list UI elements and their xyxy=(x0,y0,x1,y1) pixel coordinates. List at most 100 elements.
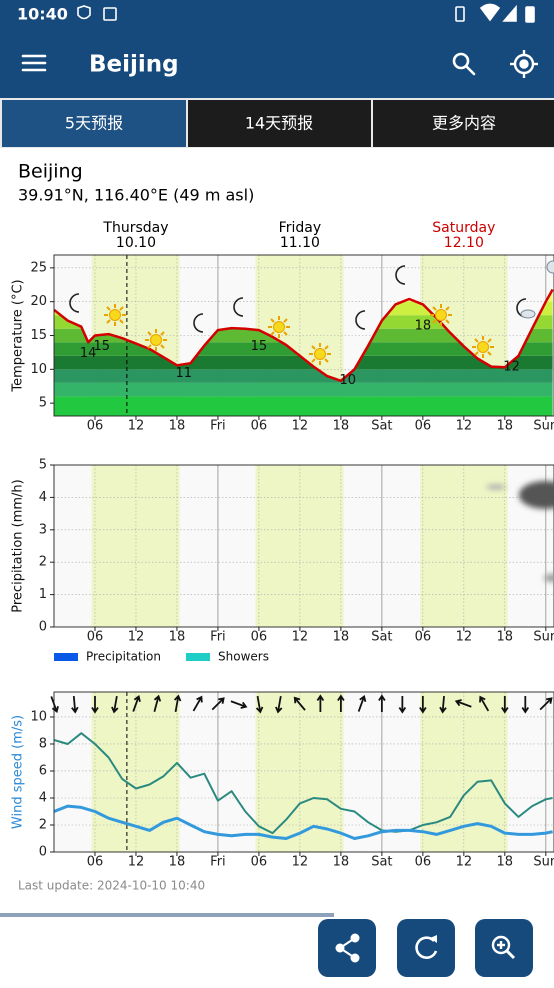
x-tick-label: 12 xyxy=(128,630,145,645)
x-tick-label: 06 xyxy=(87,419,104,434)
temperature-band xyxy=(54,396,554,416)
status-time: 10:40 xyxy=(17,5,68,24)
day-label: Friday xyxy=(279,220,321,236)
x-tick-label: Sun xyxy=(533,419,554,434)
sun-icon xyxy=(268,316,290,338)
y-axis-label: Wind speed (m/s) xyxy=(11,715,26,829)
location-coordinates: 39.91°N, 116.40°E (49 m asl) xyxy=(18,186,254,205)
day-label: Saturday xyxy=(432,220,495,236)
tab-label: 14天预报 xyxy=(245,114,313,133)
daylight-band xyxy=(256,692,344,852)
x-tick-label: 12 xyxy=(456,419,473,434)
y-tick-label: 2 xyxy=(39,555,47,570)
x-tick-label: 06 xyxy=(415,419,432,434)
x-tick-label: Fri xyxy=(210,419,226,434)
scroll-indicator xyxy=(0,913,334,917)
plot-area xyxy=(54,465,554,627)
extreme-label: 15 xyxy=(251,339,268,354)
share-button[interactable] xyxy=(318,919,376,977)
x-tick-label: Fri xyxy=(210,855,226,870)
x-tick-label: 12 xyxy=(292,855,309,870)
location-name: Beijing xyxy=(18,161,83,183)
x-tick-label: 18 xyxy=(169,419,186,434)
legend-swatch xyxy=(54,653,78,661)
x-tick-label: 12 xyxy=(292,419,309,434)
date-label: 10.10 xyxy=(116,235,156,251)
chart: 012345061218Fri061218Sat061218SunPrecipi… xyxy=(11,458,554,664)
sun-icon xyxy=(472,336,494,358)
tab-label: 更多内容 xyxy=(432,114,496,133)
date-label: 12.10 xyxy=(444,235,484,251)
plot-area xyxy=(54,692,554,852)
x-tick-label: 06 xyxy=(251,630,268,645)
cloud-icon xyxy=(521,310,535,318)
x-tick-label: 06 xyxy=(251,855,268,870)
daylight-band xyxy=(256,465,344,627)
x-tick-label: Sat xyxy=(371,630,392,645)
x-tick-label: 18 xyxy=(497,630,514,645)
temperature-band xyxy=(54,369,554,383)
extreme-label: 15 xyxy=(94,339,111,354)
cloud-icon xyxy=(547,261,554,273)
x-tick-label: 18 xyxy=(169,855,186,870)
y-tick-label: 5 xyxy=(39,458,47,473)
sun-icon xyxy=(430,304,452,326)
tab-label: 5天预报 xyxy=(65,114,123,133)
x-tick-label: 12 xyxy=(456,630,473,645)
x-tick-label: Sat xyxy=(371,855,392,870)
extreme-label: 12 xyxy=(503,359,520,374)
refresh-button[interactable] xyxy=(397,919,455,977)
temperature-band xyxy=(54,383,554,397)
plot-area xyxy=(54,255,554,416)
x-tick-label: 18 xyxy=(333,855,350,870)
x-tick-label: 18 xyxy=(169,630,186,645)
y-tick-label: 3 xyxy=(39,522,47,537)
x-tick-label: 06 xyxy=(251,419,268,434)
x-tick-label: 18 xyxy=(333,630,350,645)
legend-label: Precipitation xyxy=(86,650,161,664)
last-update: Last update: 2024-10-10 10:40 xyxy=(18,879,205,893)
x-tick-label: 06 xyxy=(415,855,432,870)
extreme-label: 10 xyxy=(339,373,356,388)
app-title: Beijing xyxy=(89,52,179,78)
extreme-label: 11 xyxy=(176,366,193,381)
y-tick-label: 10 xyxy=(30,709,47,724)
y-axis-label: Precipitation (mm/h) xyxy=(11,479,26,612)
day-label: Thursday xyxy=(102,220,168,236)
sun-icon xyxy=(309,343,331,365)
y-tick-label: 0 xyxy=(39,845,47,860)
x-tick-label: 18 xyxy=(333,419,350,434)
date-label: 11.10 xyxy=(280,235,320,251)
x-tick-label: Fri xyxy=(210,630,226,645)
chart: 0246810061218Fri061218Sat061218SunWind s… xyxy=(11,692,554,870)
y-tick-label: 15 xyxy=(30,328,47,343)
y-axis-label: Temperature (°C) xyxy=(11,279,26,392)
y-tick-label: 6 xyxy=(39,763,47,778)
y-tick-label: 5 xyxy=(39,396,47,411)
x-tick-label: 12 xyxy=(456,855,473,870)
y-tick-label: 20 xyxy=(30,294,47,309)
extreme-label: 18 xyxy=(415,319,432,334)
y-tick-label: 2 xyxy=(39,817,47,832)
x-tick-label: 12 xyxy=(292,630,309,645)
legend-swatch xyxy=(186,653,210,661)
x-tick-label: Sun xyxy=(533,630,554,645)
x-tick-label: 06 xyxy=(415,630,432,645)
y-tick-label: 4 xyxy=(39,790,47,805)
daylight-band xyxy=(92,465,180,627)
zoom-button[interactable] xyxy=(475,919,533,977)
sun-icon xyxy=(104,304,126,326)
y-tick-label: 4 xyxy=(39,490,47,505)
y-tick-label: 8 xyxy=(39,736,47,751)
y-tick-label: 1 xyxy=(39,587,47,602)
app-bar-bg xyxy=(0,0,554,98)
y-tick-label: 25 xyxy=(30,260,47,275)
y-tick-label: 10 xyxy=(30,362,47,377)
x-tick-label: 12 xyxy=(128,419,145,434)
sun-icon xyxy=(145,329,167,351)
x-tick-label: 18 xyxy=(497,419,514,434)
legend-label: Showers xyxy=(218,650,269,664)
x-tick-label: 06 xyxy=(87,855,104,870)
